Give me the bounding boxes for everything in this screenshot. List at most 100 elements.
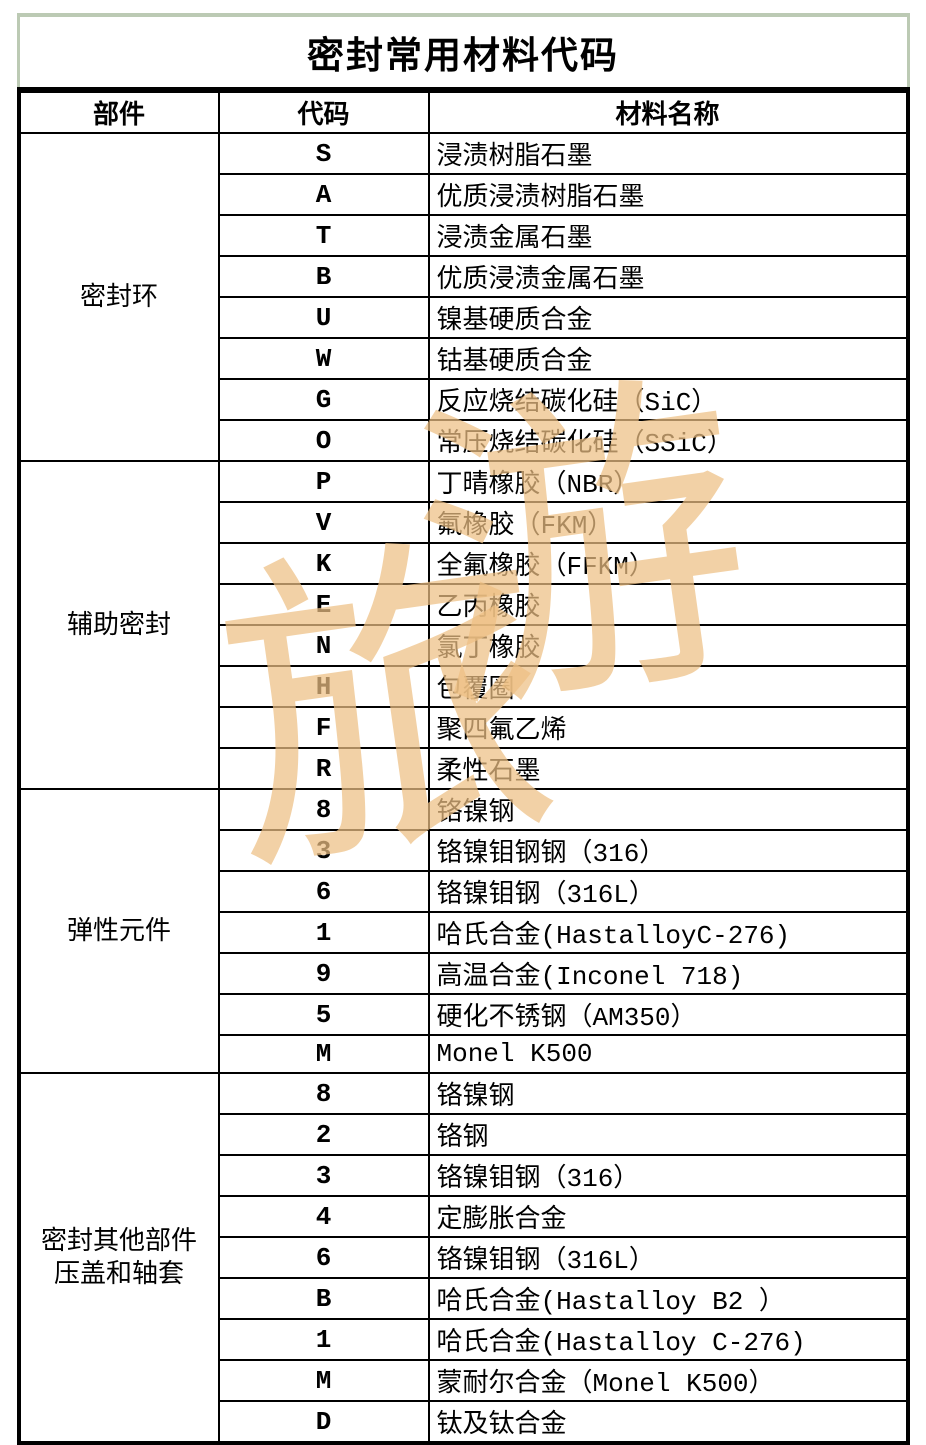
code-cell: 1 <box>217 1318 430 1361</box>
code-cell: U <box>217 296 430 339</box>
table-row: E 乙丙橡胶 <box>19 583 909 626</box>
table-row: 密封其他部件 压盖和轴套 8 铬镍钢 <box>17 1072 909 1444</box>
code-cell: B <box>217 1277 430 1320</box>
component-cell: 密封其他部件 压盖和轴套 <box>17 1072 220 1444</box>
code-cell: B <box>217 255 430 298</box>
material-cell: 氯丁橡胶 <box>427 624 909 667</box>
code-cell: S <box>217 132 430 175</box>
material-cell: 铬钢 <box>427 1113 909 1156</box>
material-cell: 哈氏合金(Hastalloy B2 ） <box>427 1277 909 1320</box>
material-cell: 钴基硬质合金 <box>427 337 909 380</box>
code-cell: W <box>217 337 430 380</box>
material-cell: 优质浸渍金属石墨 <box>427 255 909 298</box>
code-cell: 5 <box>217 993 430 1036</box>
component-cell: 密封环 <box>17 132 220 462</box>
component-cell: 弹性元件 <box>17 788 220 1074</box>
code-cell: A <box>217 173 430 216</box>
material-cell: 蒙耐尔合金（Monel K500） <box>427 1359 909 1402</box>
material-cell: 铬镍钼钢（316） <box>427 1154 909 1197</box>
code-cell: G <box>217 378 430 421</box>
material-cell: 铬镍钼钢（316L） <box>427 870 909 913</box>
code-cell: V <box>217 501 430 544</box>
code-cell: 2 <box>217 1113 430 1156</box>
table-row: 5 硬化不锈钢（AM350） <box>19 993 909 1036</box>
component-label-line: 密封环 <box>79 281 158 311</box>
column-header-part: 部件 <box>17 89 220 134</box>
material-cell: 铬镍钼钢钢（316） <box>427 829 909 872</box>
table-row: R 柔性石墨 <box>19 747 909 790</box>
material-cell: 铬镍钼钢（316L） <box>427 1236 909 1279</box>
component-label-line: 弹性元件 <box>66 915 171 945</box>
code-cell: R <box>217 747 430 790</box>
material-cell: 乙丙橡胶 <box>427 583 909 626</box>
code-cell: 6 <box>217 1236 430 1279</box>
column-header-material: 材料名称 <box>427 89 909 134</box>
table-row: M Monel K500 <box>19 1034 909 1074</box>
code-cell: M <box>217 1034 430 1074</box>
code-cell: H <box>217 665 430 708</box>
material-cell: Monel K500 <box>427 1034 909 1074</box>
sheet: 密封常用材料代码 部件 代码 材料名称 密封环 S 浸渍树脂石墨 A 优质浸渍树脂石墨 T… <box>16 13 910 1445</box>
material-cell: 哈氏合金(HastalloyC-276) <box>427 911 909 954</box>
code-cell: 9 <box>217 952 430 995</box>
component-label-line: 压盖和轴套 <box>53 1258 184 1288</box>
table-row: 密封环 S 浸渍树脂石墨 <box>17 132 909 462</box>
page-title: 密封常用材料代码 <box>307 35 619 76</box>
code-cell: 8 <box>217 1072 430 1115</box>
material-cell: 常压烧结碳化硅（SSiC） <box>427 419 909 462</box>
material-cell: 硬化不锈钢（AM350） <box>427 993 909 1036</box>
material-cell: 铬镍钢 <box>427 1072 909 1115</box>
table-row: 9 高温合金(Inconel 718) <box>19 952 909 995</box>
title-block: 密封常用材料代码 <box>16 13 910 87</box>
material-cell: 浸渍金属石墨 <box>427 214 909 257</box>
material-cell: 定膨胀合金 <box>427 1195 909 1238</box>
component-cell: 辅助密封 <box>17 460 220 790</box>
code-cell: N <box>217 624 430 667</box>
table-row: 6 铬镍钼钢（316L） <box>19 870 909 913</box>
code-cell: 8 <box>217 788 430 831</box>
code-cell: 3 <box>217 829 430 872</box>
table-row: K 全氟橡胶（FFKM） <box>19 542 909 585</box>
material-cell: 优质浸渍树脂石墨 <box>427 173 909 216</box>
table-row: 4 定膨胀合金 <box>19 1195 909 1238</box>
code-cell: P <box>217 460 430 503</box>
table-row: 3 铬镍钼钢钢（316） <box>19 829 909 872</box>
component-label-line: 辅助密封 <box>66 609 171 639</box>
material-cell: 丁晴橡胶（NBR） <box>427 460 909 503</box>
material-cell: 反应烧结碳化硅（SiC） <box>427 378 909 421</box>
table-row: B 优质浸渍金属石墨 <box>19 255 909 298</box>
code-cell: 3 <box>217 1154 430 1197</box>
column-header-code: 代码 <box>217 89 430 134</box>
code-cell: O <box>217 419 430 462</box>
table-row: 2 铬钢 <box>19 1113 909 1156</box>
table-row: H 包覆圈 <box>19 665 909 708</box>
table-row: G 反应烧结碳化硅（SiC） <box>19 378 909 421</box>
code-cell: E <box>217 583 430 626</box>
code-cell: T <box>217 214 430 257</box>
table-row: T 浸渍金属石墨 <box>19 214 909 257</box>
code-cell: M <box>217 1359 430 1402</box>
code-cell: D <box>217 1400 430 1444</box>
table-row: W 钴基硬质合金 <box>19 337 909 380</box>
code-cell: F <box>217 706 430 749</box>
table-row: V 氟橡胶（FKM） <box>19 501 909 544</box>
table-row: 6 铬镍钼钢（316L） <box>19 1236 909 1279</box>
material-cell: 柔性石墨 <box>427 747 909 790</box>
code-cell: K <box>217 542 430 585</box>
material-cell: 铬镍钢 <box>427 788 909 831</box>
material-cell: 镍基硬质合金 <box>427 296 909 339</box>
material-codes-table: 部件 代码 材料名称 密封环 S 浸渍树脂石墨 A 优质浸渍树脂石墨 T 浸渍金属石墨 B 优质… <box>16 87 910 1445</box>
material-cell: 高温合金(Inconel 718) <box>427 952 909 995</box>
material-cell: 浸渍树脂石墨 <box>427 132 909 175</box>
table-row: 3 铬镍钼钢（316） <box>19 1154 909 1197</box>
table-row: U 镍基硬质合金 <box>19 296 909 339</box>
component-label-line: 密封其他部件 <box>40 1226 197 1255</box>
code-cell: 4 <box>217 1195 430 1238</box>
material-cell: 哈氏合金(Hastalloy C-276) <box>427 1318 909 1361</box>
table-row: 弹性元件 8 铬镍钢 <box>17 788 909 1074</box>
table-row: A 优质浸渍树脂石墨 <box>19 173 909 216</box>
material-cell: 氟橡胶（FKM） <box>427 501 909 544</box>
table-body: 密封环 S 浸渍树脂石墨 A 优质浸渍树脂石墨 T 浸渍金属石墨 B 优质浸渍金属石墨 U 镍基硬质… <box>17 132 909 1444</box>
table-row: 辅助密封 P 丁晴橡胶（NBR） <box>17 460 909 790</box>
material-cell: 聚四氟乙烯 <box>427 706 909 749</box>
